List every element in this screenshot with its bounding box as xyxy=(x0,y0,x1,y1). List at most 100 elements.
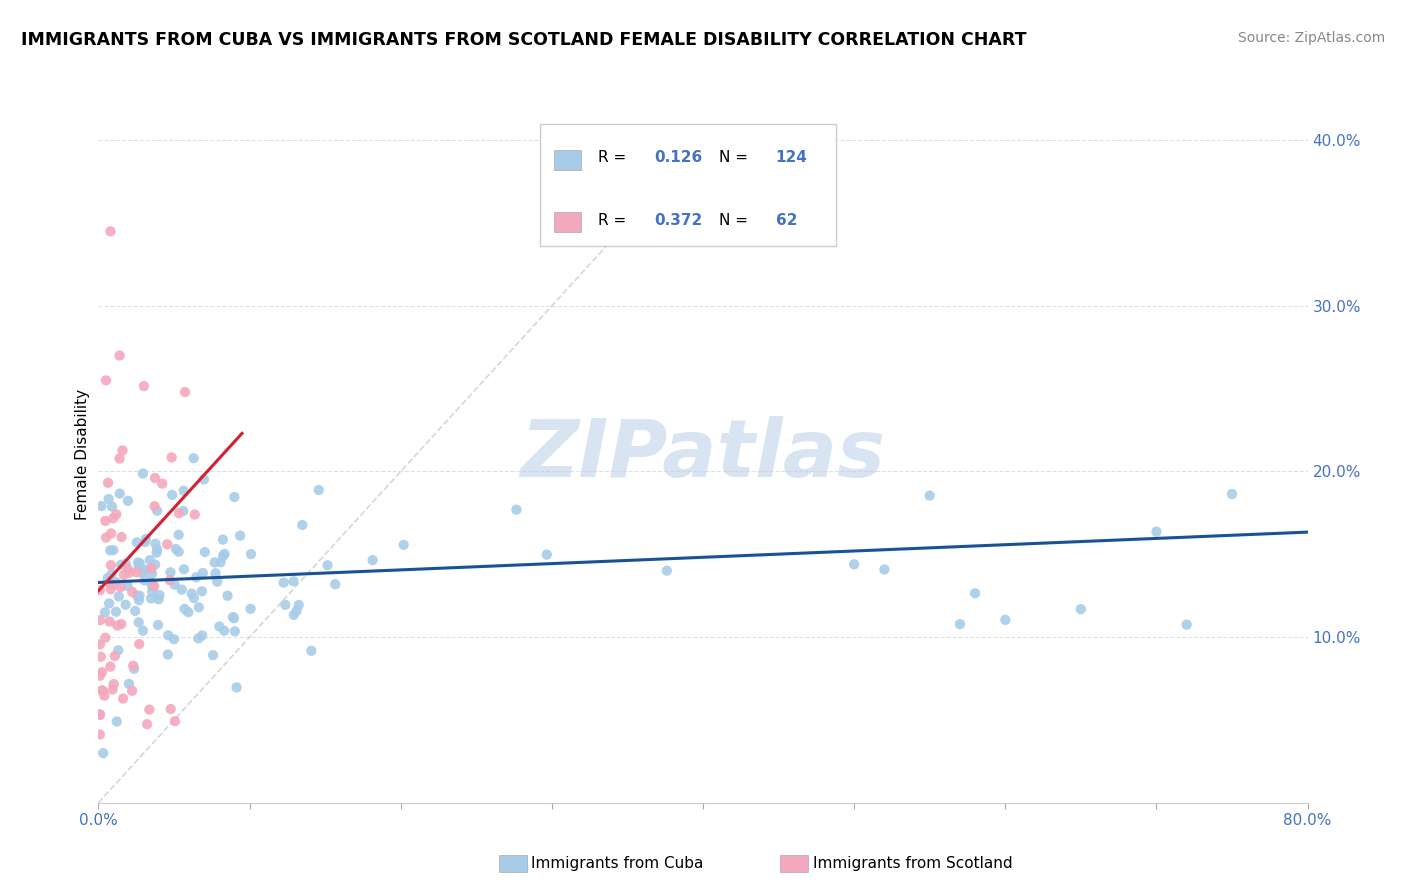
Point xyxy=(183,451,205,466)
Point xyxy=(118,566,141,580)
Point xyxy=(117,579,139,593)
Text: N =: N = xyxy=(718,151,748,165)
Point xyxy=(224,624,246,639)
Point xyxy=(117,562,139,576)
Point xyxy=(183,591,205,606)
Point xyxy=(145,537,167,551)
Point xyxy=(150,476,173,491)
Point xyxy=(127,556,149,570)
Point xyxy=(994,613,1017,627)
Point xyxy=(105,714,128,729)
Point xyxy=(207,574,229,589)
Point xyxy=(97,475,120,490)
Point xyxy=(655,564,678,578)
Text: 0.372: 0.372 xyxy=(655,213,703,228)
Bar xyxy=(554,212,581,232)
Point xyxy=(217,589,239,603)
Point xyxy=(117,493,139,508)
Point xyxy=(90,499,112,513)
Point xyxy=(128,615,150,630)
Point xyxy=(148,588,170,602)
Point xyxy=(128,589,150,603)
Point xyxy=(125,589,148,603)
Text: 124: 124 xyxy=(776,151,807,165)
Point xyxy=(177,605,200,619)
Point xyxy=(100,526,122,541)
Point xyxy=(163,577,186,591)
Bar xyxy=(540,124,837,246)
Point xyxy=(173,602,195,616)
Point xyxy=(229,529,252,543)
Point xyxy=(124,604,146,618)
Point xyxy=(191,584,214,599)
Point xyxy=(98,543,121,558)
Point xyxy=(121,585,143,599)
Point xyxy=(128,637,150,651)
Point xyxy=(139,553,162,567)
Point xyxy=(89,637,111,651)
Point xyxy=(108,590,131,604)
Text: 0.126: 0.126 xyxy=(655,151,703,165)
Point xyxy=(187,600,209,615)
Point xyxy=(146,504,169,518)
Point xyxy=(122,658,145,673)
Point xyxy=(167,506,190,520)
Point xyxy=(100,567,122,582)
Point xyxy=(134,563,156,577)
Text: Immigrants from Scotland: Immigrants from Scotland xyxy=(813,856,1012,871)
Point xyxy=(100,659,122,673)
Point xyxy=(148,592,170,607)
Point xyxy=(316,558,339,573)
Point xyxy=(134,574,156,588)
Point xyxy=(209,555,232,569)
Point xyxy=(111,443,134,458)
Point xyxy=(89,669,111,683)
Point xyxy=(240,547,263,561)
Point xyxy=(141,584,163,599)
Point xyxy=(128,556,150,570)
Point xyxy=(239,602,262,616)
Point xyxy=(187,632,209,646)
Point xyxy=(222,611,245,625)
Point xyxy=(112,691,135,706)
Point xyxy=(844,558,866,572)
Point xyxy=(132,566,155,581)
Point xyxy=(94,514,117,528)
Point xyxy=(283,607,305,622)
Point xyxy=(108,486,131,500)
Text: 62: 62 xyxy=(776,213,797,228)
Point xyxy=(191,628,214,642)
Point xyxy=(89,583,111,598)
Point xyxy=(139,591,162,606)
Point xyxy=(100,224,122,238)
Point xyxy=(214,547,236,561)
Point xyxy=(100,582,122,597)
Point xyxy=(273,575,295,590)
Point xyxy=(222,610,245,624)
Point xyxy=(291,518,314,533)
Point xyxy=(110,617,132,632)
Point xyxy=(98,597,121,611)
Point xyxy=(107,643,129,657)
Point xyxy=(105,508,128,522)
Text: ZIPatlas: ZIPatlas xyxy=(520,416,886,494)
Point xyxy=(949,617,972,632)
Point xyxy=(101,511,124,525)
Point xyxy=(128,593,150,607)
Point xyxy=(114,557,136,571)
Point xyxy=(212,624,235,638)
Point xyxy=(1070,602,1092,616)
Point xyxy=(146,618,169,632)
Point xyxy=(505,502,527,516)
Point xyxy=(392,538,415,552)
Point xyxy=(139,574,162,589)
Point xyxy=(145,546,167,560)
Point xyxy=(110,558,132,572)
Point xyxy=(97,571,120,585)
Bar xyxy=(554,150,581,169)
Point xyxy=(160,488,183,502)
Point xyxy=(323,577,346,591)
Point xyxy=(194,545,217,559)
Point xyxy=(132,379,155,393)
Point xyxy=(108,451,131,466)
